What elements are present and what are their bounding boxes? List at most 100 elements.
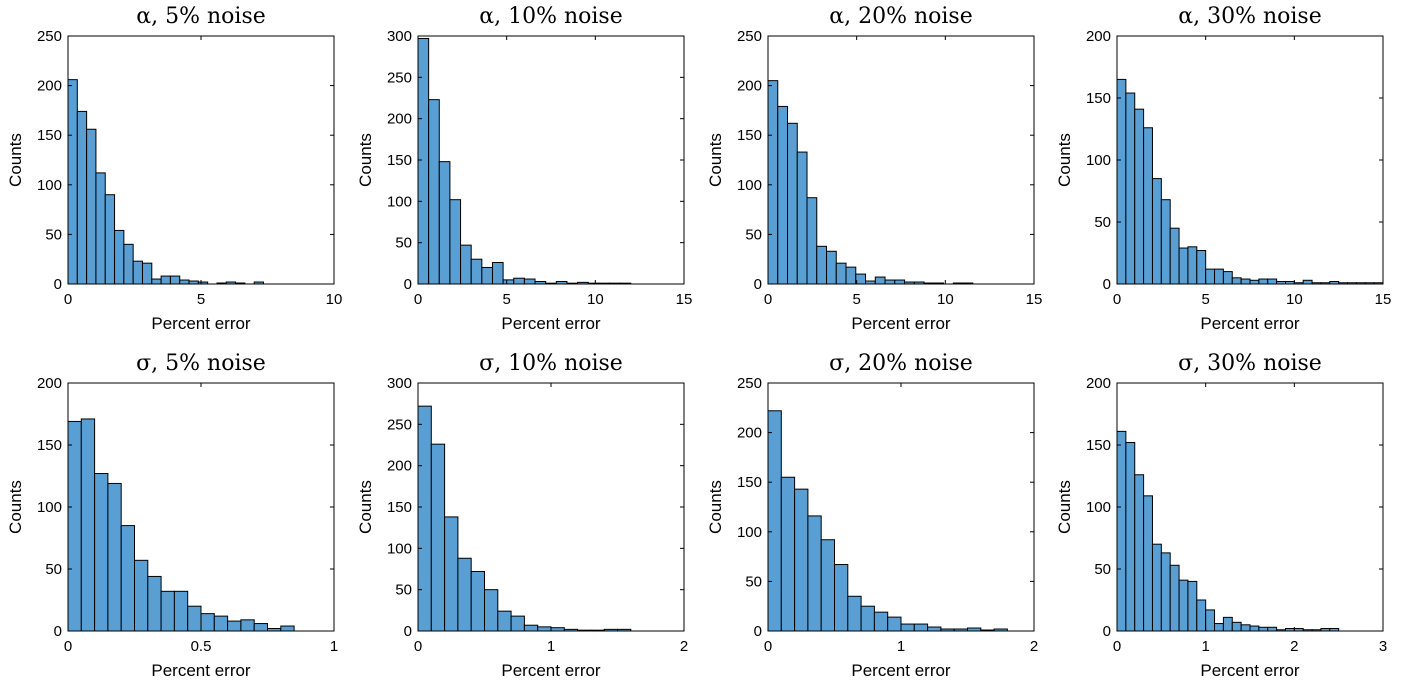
histogram-bar: [444, 516, 459, 632]
x-tick-label: 10: [587, 291, 604, 308]
histogram-bar: [1187, 246, 1198, 285]
axes-frame: [767, 35, 1035, 285]
histogram-bar: [470, 570, 486, 632]
x-axis-label: Percent error: [1200, 661, 1300, 680]
x-axis-label: Percent error: [851, 314, 951, 333]
histogram-bar: [253, 623, 268, 632]
histogram-bar: [1178, 579, 1189, 632]
histogram-bar: [430, 443, 446, 632]
y-tick-label: 200: [737, 78, 762, 95]
y-tick-label: 300: [387, 375, 412, 392]
y-tick-label: 0: [754, 276, 762, 293]
histogram-bar: [1169, 227, 1180, 285]
y-axis-label: Counts: [6, 133, 25, 187]
histogram-bar: [1151, 178, 1162, 285]
histogram-bar: [104, 194, 116, 285]
x-tick-label: 0: [764, 291, 772, 308]
x-tick-label: 0: [414, 291, 422, 308]
histogram-bar: [816, 245, 828, 285]
y-axis-label: Counts: [706, 480, 725, 534]
histogram-bar: [1214, 268, 1224, 285]
y-tick-label: 200: [37, 375, 62, 392]
y-tick-label: 250: [387, 416, 412, 433]
histogram-bar: [1231, 277, 1242, 285]
x-tick-label: 15: [1375, 291, 1392, 308]
histogram-bar: [160, 590, 175, 632]
histogram-bar: [86, 128, 97, 285]
y-tick-label: 50: [745, 573, 762, 590]
y-tick-label: 150: [1086, 437, 1111, 454]
histogram-bar: [481, 266, 493, 285]
histogram-bar: [280, 625, 295, 632]
histogram-bar: [874, 276, 886, 285]
histogram-bar: [1160, 552, 1171, 632]
histogram-bar: [523, 624, 539, 632]
histogram-bar: [780, 476, 796, 632]
histogram-bar: [826, 250, 837, 285]
histogram-bar: [497, 610, 512, 632]
histogram-bar: [1222, 271, 1233, 285]
y-tick-label: 0: [1103, 276, 1111, 293]
chart-title: σ, 10% noise: [479, 351, 623, 376]
x-tick-label: 10: [326, 291, 343, 308]
histogram-bar: [510, 615, 525, 632]
y-tick-label: 250: [737, 375, 762, 392]
histogram-bar: [491, 262, 504, 285]
y-tick-label: 0: [404, 623, 412, 640]
histogram-bar: [80, 418, 96, 632]
x-tick-label: 1: [897, 638, 905, 655]
histogram-bar: [147, 575, 162, 632]
x-tick-label: 15: [1026, 291, 1043, 308]
histogram-bar: [796, 151, 808, 285]
x-tick-label: 0: [64, 638, 72, 655]
histogram-bar: [777, 105, 789, 285]
histogram-bar: [169, 275, 181, 285]
x-tick-label: 5: [852, 291, 860, 308]
y-tick-label: 100: [737, 524, 762, 541]
chart-title: σ, 20% noise: [829, 351, 973, 376]
y-tick-label: 0: [404, 276, 412, 293]
histogram-bar: [1143, 495, 1153, 632]
x-tick-label: 10: [937, 291, 954, 308]
histogram-bar: [1249, 625, 1260, 632]
y-tick-label: 100: [1086, 499, 1111, 516]
histogram-bar: [484, 589, 499, 632]
histogram-bar: [873, 611, 889, 632]
histogram-bar: [428, 99, 440, 285]
histogram-bar: [806, 197, 818, 285]
histogram-bar: [470, 258, 483, 285]
x-tick-label: 0.5: [191, 638, 212, 655]
histogram-bar: [1134, 474, 1145, 632]
x-tick-label: 2: [1290, 638, 1298, 655]
y-tick-label: 150: [1086, 90, 1111, 107]
histogram-bar: [95, 172, 106, 285]
histogram-bar: [240, 619, 255, 632]
histogram-bar: [227, 620, 242, 632]
histogram-bar: [767, 80, 779, 285]
histogram-bar: [151, 278, 162, 285]
x-tick-label: 5: [1201, 291, 1209, 308]
histogram-bar: [513, 277, 525, 285]
x-tick-label: 1: [1201, 638, 1209, 655]
histogram-bar: [927, 626, 942, 632]
histogram-bar: [537, 626, 552, 632]
x-axis-label: Percent error: [151, 314, 251, 333]
histogram-bar: [120, 525, 135, 632]
y-tick-label: 150: [387, 152, 412, 169]
y-tick-label: 150: [37, 127, 62, 144]
y-tick-label: 250: [37, 28, 62, 45]
x-axis-label: Percent error: [151, 661, 251, 680]
x-tick-label: 0: [64, 291, 72, 308]
histogram-bar: [1267, 278, 1278, 285]
histogram-bar: [845, 266, 857, 285]
histogram-bar: [913, 623, 929, 632]
chart-title: α, 20% noise: [829, 4, 973, 29]
chart-title: α, 10% noise: [479, 4, 623, 29]
y-tick-label: 50: [745, 226, 762, 243]
histogram-bar: [141, 262, 153, 285]
y-tick-label: 50: [395, 235, 412, 252]
histogram-bar: [449, 199, 462, 285]
y-tick-label: 300: [387, 28, 412, 45]
histogram-bar: [1160, 199, 1171, 285]
